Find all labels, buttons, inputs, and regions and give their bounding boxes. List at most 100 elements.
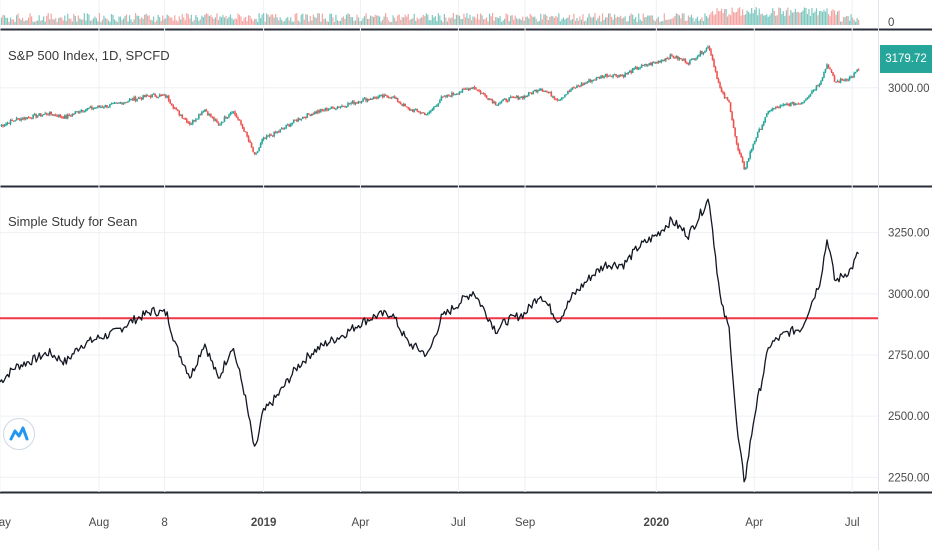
volume-bar <box>353 20 355 25</box>
volume-bar <box>276 17 278 25</box>
candle-body <box>743 162 745 170</box>
volume-bar <box>626 21 628 25</box>
volume-bar <box>314 17 316 25</box>
candle-body <box>68 114 71 116</box>
candle-body <box>228 114 230 118</box>
volume-bar <box>232 19 235 25</box>
candle-body <box>201 112 203 116</box>
candle-body <box>544 91 547 93</box>
volume-bar <box>294 13 296 25</box>
candle-body <box>155 96 158 98</box>
candle-body <box>26 117 28 120</box>
candle-body <box>550 92 553 97</box>
candle-body <box>395 97 397 99</box>
candle-body <box>238 119 241 121</box>
candle-body <box>33 114 36 116</box>
volume-bar <box>702 20 705 25</box>
volume-bar <box>366 18 369 25</box>
candle-body <box>657 60 660 63</box>
study-pane-title: Simple Study for Sean <box>8 214 138 229</box>
volume-bar <box>815 8 818 25</box>
candle-body <box>17 118 19 120</box>
volume-bar <box>55 18 57 25</box>
volume-bar <box>3 15 6 25</box>
candle-body <box>464 88 467 90</box>
candle-body <box>476 89 479 91</box>
candle-body <box>30 118 33 120</box>
candle-body <box>847 79 849 81</box>
volume-bar <box>172 20 174 25</box>
candle-body <box>59 114 62 117</box>
candle-body <box>402 104 405 106</box>
volume-bar <box>35 20 37 25</box>
volume-bar <box>852 17 854 25</box>
candle-body <box>613 74 616 76</box>
volume-bar <box>522 16 524 25</box>
candle-body <box>371 98 373 100</box>
candle-body <box>312 113 315 115</box>
last-price-badge[interactable]: 3179.72 <box>880 45 932 73</box>
volume-bar <box>559 21 561 25</box>
candle-body <box>484 93 486 96</box>
candle-body <box>630 70 632 73</box>
volume-bar <box>354 20 357 25</box>
volume-bar <box>213 18 215 25</box>
candle-body <box>134 97 137 101</box>
volume-bar <box>59 17 61 25</box>
candle-body <box>190 123 193 125</box>
volume-bar <box>567 17 569 25</box>
candle-body <box>725 97 727 99</box>
candle-body <box>457 93 459 95</box>
volume-bar <box>21 17 24 25</box>
volume-bar <box>109 21 111 25</box>
volume-bar <box>623 17 625 25</box>
volume-bar <box>409 20 411 25</box>
candle-body <box>683 59 685 61</box>
candle-body <box>184 118 187 120</box>
volume-bar <box>76 21 78 25</box>
x-tick-label: Apr <box>352 517 370 529</box>
volume-bar <box>166 14 168 25</box>
candle-body <box>261 139 263 144</box>
volume-bar <box>508 21 510 25</box>
candle-body <box>509 96 512 98</box>
volume-bar <box>698 20 700 25</box>
candle-body <box>210 113 212 117</box>
candle-body <box>88 108 90 110</box>
volume-bar <box>11 19 13 25</box>
candle-body <box>324 108 327 111</box>
candle-body <box>378 95 381 97</box>
volume-bar <box>330 13 333 25</box>
volume-bar <box>154 21 156 25</box>
candle-body <box>845 79 848 81</box>
y-tick-label: 2750.00 <box>888 350 930 362</box>
candle-body <box>320 109 322 112</box>
volume-bar <box>680 18 682 25</box>
volume-bar <box>458 15 461 25</box>
volume-bar <box>184 20 186 25</box>
volume-bar <box>629 15 631 25</box>
volume-bar <box>201 15 203 25</box>
volume-bar <box>754 9 756 25</box>
candle-body <box>39 113 42 117</box>
candle-body <box>393 96 396 99</box>
volume-bar <box>600 21 602 25</box>
volume-bar <box>485 17 488 25</box>
volume-bar <box>214 17 217 25</box>
tradingview-logo[interactable] <box>3 418 35 450</box>
candle-body <box>0 125 3 127</box>
candle-body <box>291 122 294 125</box>
candle-body <box>607 75 610 77</box>
volume-bar <box>41 19 43 25</box>
volume-bar <box>586 17 589 25</box>
candle-body <box>241 124 244 128</box>
candle-body <box>428 111 431 113</box>
volume-bar <box>421 17 423 25</box>
volume-bar <box>348 14 351 25</box>
volume-bar <box>241 21 244 25</box>
volume-bar <box>12 19 15 25</box>
volume-bar <box>58 18 60 25</box>
volume-bar <box>267 14 269 25</box>
x-tick-label: May <box>0 517 11 529</box>
volume-bar <box>163 19 165 25</box>
